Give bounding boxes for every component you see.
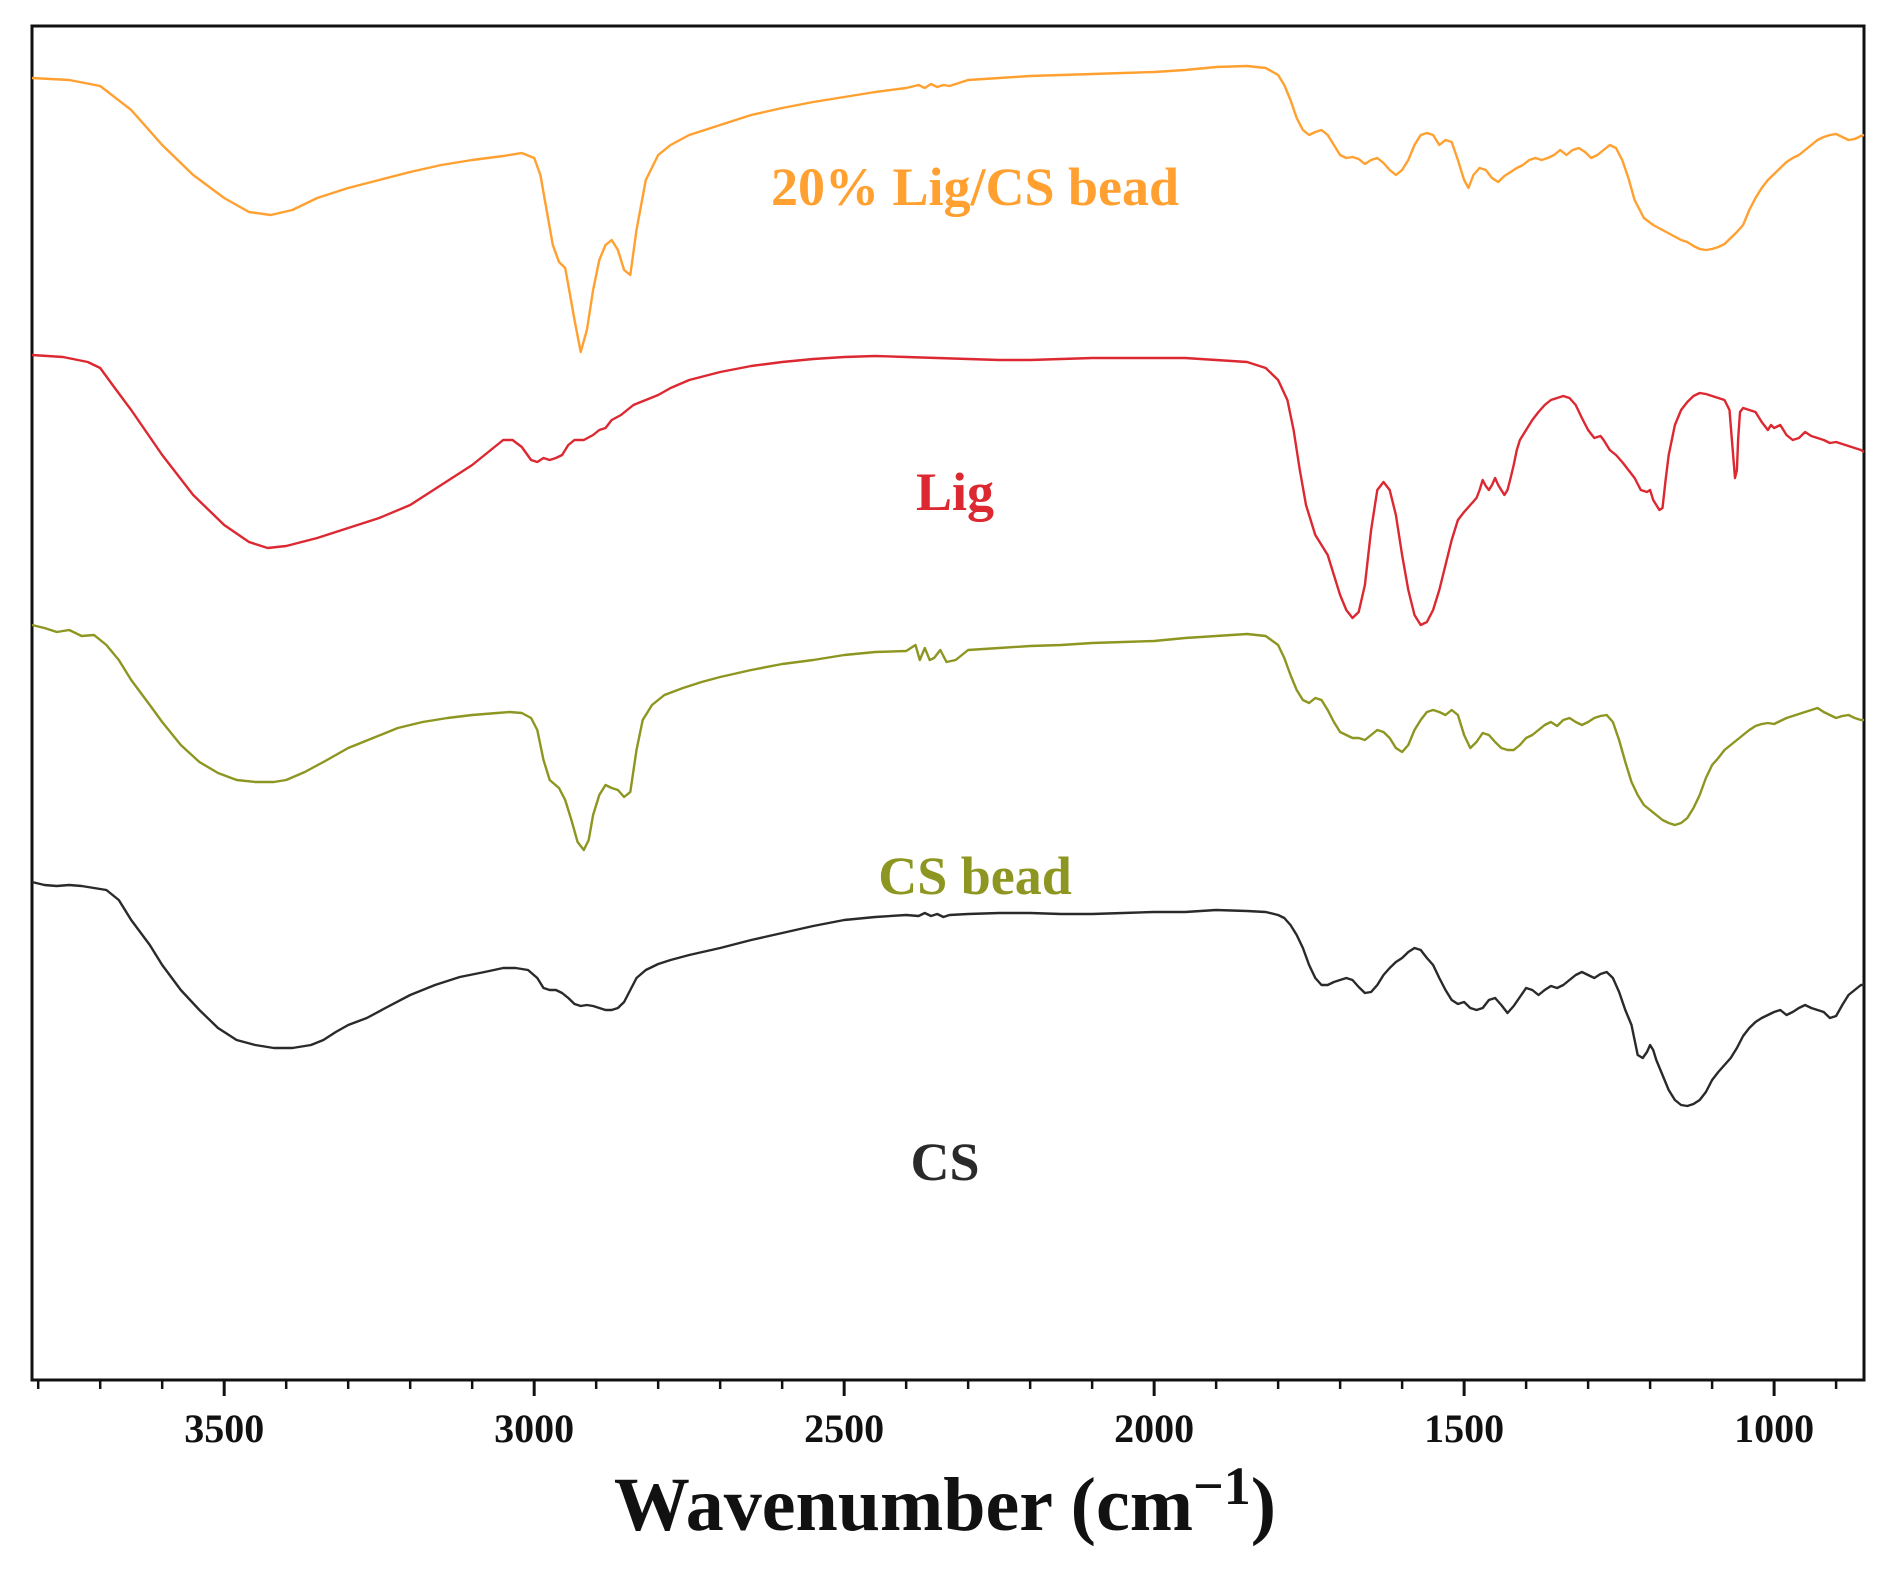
x-tick-label-2000: 2000 <box>1114 1406 1194 1451</box>
series-line-2 <box>31 353 1865 627</box>
x-tick-label-1500: 1500 <box>1424 1406 1504 1451</box>
series-line-3 <box>31 623 1864 852</box>
x-tick-label-1000: 1000 <box>1734 1406 1814 1451</box>
x-tick-label-3500: 3500 <box>184 1406 264 1451</box>
series-line-4 <box>31 880 1864 1108</box>
series-lines <box>31 64 1865 1108</box>
series-line-1 <box>31 64 1865 354</box>
x-axis-title-text: Wavenumber (cm <box>614 1463 1193 1547</box>
series-label-lig-cs-bead: 20% Lig/CS bead <box>771 157 1179 217</box>
series-label-cs-bead: CS bead <box>878 846 1072 906</box>
series-label-cs: CS <box>910 1132 979 1192</box>
plot-frame <box>30 24 1866 1382</box>
x-axis-title: Wavenumber (cm−1) <box>614 1456 1276 1547</box>
x-tick-label-2500: 2500 <box>804 1406 884 1451</box>
x-tick-labels: 3500 3000 2500 2000 1500 1000 <box>184 1406 1814 1451</box>
x-axis-title-close: ) <box>1251 1463 1276 1547</box>
x-tick-label-3000: 3000 <box>494 1406 574 1451</box>
minor-ticks <box>36 1380 1838 1389</box>
series-label-lig: Lig <box>916 462 994 522</box>
major-ticks <box>222 1380 1776 1396</box>
x-axis-title-superscript: −1 <box>1193 1456 1251 1516</box>
